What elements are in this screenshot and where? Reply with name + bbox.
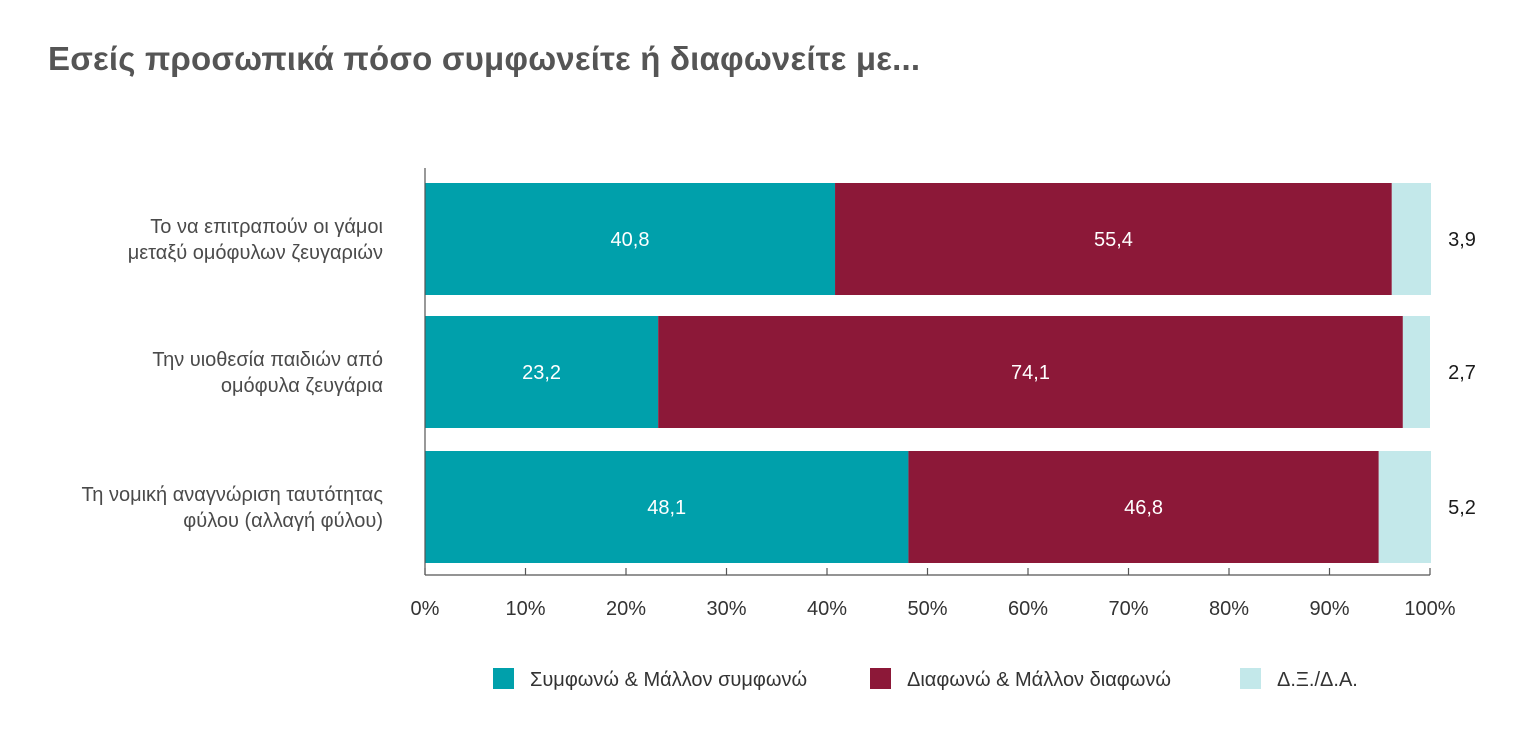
x-tick-label-8: 70%: [1108, 598, 1148, 620]
chart-title: Εσείς προσωπικά πόσο συμφωνείτε ή διαφων…: [48, 40, 921, 77]
legend-swatch-1: [493, 668, 514, 689]
bar-segment-3-row-1: [1391, 183, 1432, 295]
legend-label-1: Συμφωνώ & Μάλλον συμφωνώ: [530, 669, 807, 691]
x-tick-label-3: 20%: [606, 598, 646, 620]
bar-segment-2-row-2: [658, 316, 1403, 428]
category-label-2-line-1: Την υιοθεσία παιδιών από: [152, 349, 383, 371]
category-label-2-line-2: ομόφυλα ζευγάρια: [221, 375, 383, 397]
data-label-2-row-3: 46,8: [1124, 497, 1163, 519]
bar-segment-1-row-3: [425, 451, 909, 563]
bar-segment-3-row-3: [1378, 451, 1432, 563]
bar-segment-2-row-1: [835, 183, 1392, 295]
category-label-1-line-2: μεταξύ ομόφυλων ζευγαριών: [128, 242, 383, 264]
x-tick-label-1: 0%: [411, 598, 440, 620]
x-tick-label-11: 100%: [1404, 598, 1455, 620]
category-label-1-line-1: Το να επιτραπούν οι γάμοι: [150, 216, 383, 238]
legend-swatch-2: [870, 668, 891, 689]
x-tick-label-4: 30%: [706, 598, 746, 620]
x-tick-label-5: 40%: [807, 598, 847, 620]
data-label-2-row-2: 74,1: [1011, 362, 1050, 384]
legend-label-2: Διαφωνώ & Μάλλον διαφωνώ: [907, 669, 1171, 691]
bar-segment-3-row-2: [1402, 316, 1430, 428]
legend-swatch-3: [1240, 668, 1261, 689]
data-label-3-row-3: 5,2: [1448, 497, 1476, 519]
bar-segment-2-row-3: [908, 451, 1379, 563]
data-label-1-row-3: 48,1: [647, 497, 686, 519]
category-label-3-line-1: Τη νομική αναγνώριση ταυτότητας: [82, 484, 384, 506]
data-label-1-row-1: 40,8: [611, 229, 650, 251]
bar-segment-1-row-1: [425, 183, 836, 295]
x-tick-label-6: 50%: [907, 598, 947, 620]
x-tick-label-9: 80%: [1209, 598, 1249, 620]
data-label-2-row-1: 55,4: [1094, 229, 1133, 251]
x-tick-label-10: 90%: [1309, 598, 1349, 620]
x-tick-label-2: 10%: [505, 598, 545, 620]
data-label-3-row-2: 2,7: [1448, 362, 1476, 384]
data-label-3-row-1: 3,9: [1448, 229, 1476, 251]
bar-segment-1-row-2: [425, 316, 659, 428]
legend-label-3: Δ.Ξ./Δ.Α.: [1277, 669, 1358, 691]
x-tick-label-7: 60%: [1008, 598, 1048, 620]
category-label-3-line-2: φύλου (αλλαγή φύλου): [183, 510, 383, 532]
data-label-1-row-2: 23,2: [522, 362, 561, 384]
